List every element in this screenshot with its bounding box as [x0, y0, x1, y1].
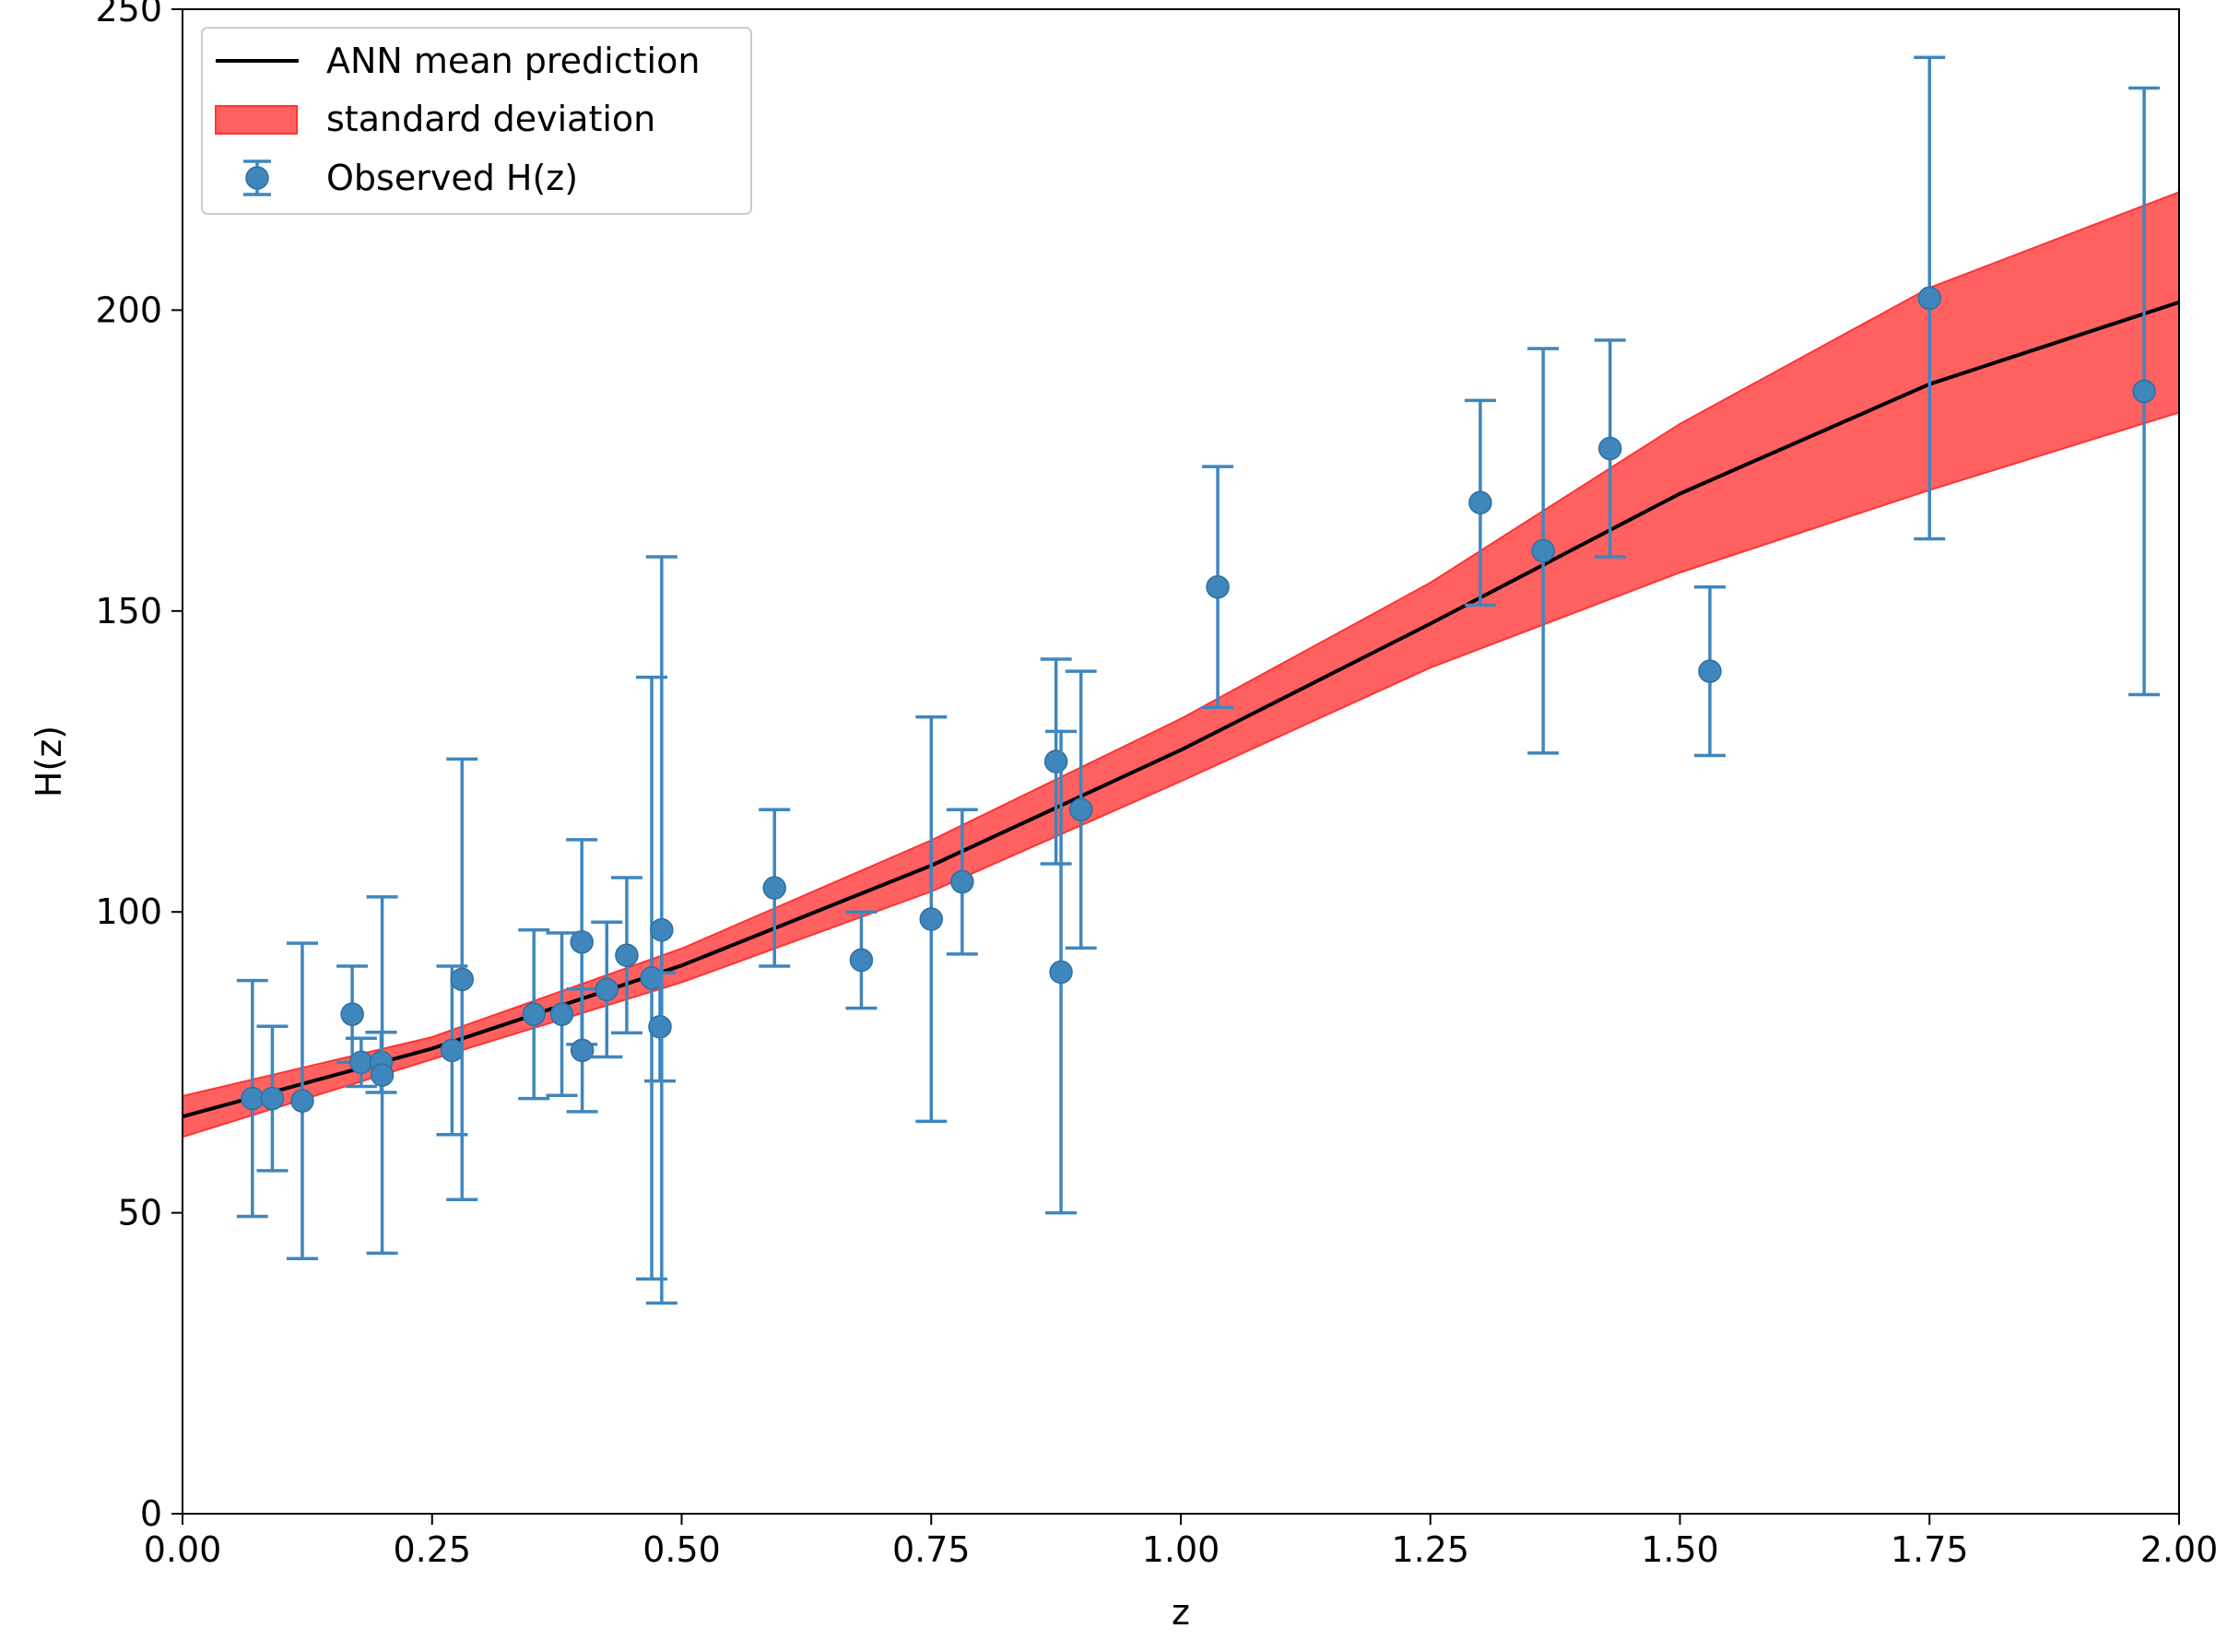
observation-point: [518, 928, 550, 1101]
x-tick-label: 0.25: [393, 1529, 471, 1570]
x-tick-label: 0.75: [892, 1529, 971, 1570]
observation-marker: [1068, 797, 1093, 821]
observation-marker: [440, 1038, 465, 1063]
observation-point: [236, 978, 268, 1219]
x-tick-label: 0.00: [144, 1529, 222, 1570]
observation-point: [1202, 465, 1234, 709]
legend-box: [201, 27, 752, 215]
observation-marker: [260, 1086, 285, 1111]
y-tick-label: 200: [95, 289, 162, 330]
observation-point: [1065, 669, 1097, 950]
x-tick-label: 1.00: [1142, 1529, 1220, 1570]
observation-marker: [1049, 960, 1073, 985]
observation-marker: [370, 1063, 395, 1087]
x-tick-label: 1.75: [1891, 1529, 1969, 1570]
observation-point: [1914, 55, 1946, 541]
observation-marker: [522, 1002, 546, 1026]
observation-point: [591, 920, 623, 1059]
observation-marker: [2132, 379, 2156, 404]
observation-point: [566, 987, 598, 1114]
observation-point: [366, 895, 398, 1256]
legend-mean-label: ANN mean prediction: [326, 41, 700, 81]
observation-point: [2128, 86, 2161, 697]
observation-marker: [650, 918, 674, 942]
observation-point: [1594, 338, 1626, 559]
x-tick-label: 2.00: [2140, 1529, 2219, 1570]
observation-point: [645, 555, 678, 1305]
observation-marker: [241, 1086, 265, 1111]
observation-marker: [290, 1089, 314, 1113]
y-tick-label: 50: [118, 1193, 162, 1233]
observation-marker: [1917, 286, 1941, 311]
legend-obs-label: Observed H(z): [326, 158, 578, 198]
x-axis-label: z: [1172, 1592, 1190, 1633]
observation-marker: [450, 967, 474, 992]
observation-point: [286, 941, 318, 1260]
observation-point: [946, 808, 978, 956]
observation-marker: [849, 948, 874, 973]
observation-marker: [1597, 436, 1622, 461]
observation-point: [915, 714, 948, 1124]
observation-marker: [919, 907, 943, 931]
mean-prediction-line: [182, 300, 2180, 1119]
y-axis-label: H(z): [29, 726, 69, 797]
observation-marker: [549, 1002, 574, 1026]
observation-point: [759, 808, 791, 968]
observation-marker: [1698, 659, 1722, 683]
observation-marker: [340, 1002, 364, 1026]
observation-marker: [648, 1015, 672, 1039]
legend-obs-marker: [245, 166, 269, 190]
observation-point: [256, 1024, 289, 1173]
observation-point: [546, 931, 578, 1098]
y-tick-label: 100: [95, 891, 162, 932]
observation-marker: [950, 869, 974, 894]
observation-point: [345, 1036, 377, 1089]
observation-marker: [762, 876, 786, 900]
observation-marker: [1206, 574, 1230, 599]
observation-marker: [595, 977, 619, 1002]
observation-marker: [570, 1038, 595, 1063]
x-tick-label: 1.50: [1641, 1529, 1719, 1570]
legend: ANN mean prediction standard deviation O…: [201, 27, 752, 215]
observation-point: [1464, 398, 1496, 608]
observation-point: [1693, 584, 1726, 758]
x-tick-label: 1.25: [1391, 1529, 1469, 1570]
x-axis-ticks: 0.00 0.25 0.50 0.75 1.00 1.25 1.50 1.75 2.00: [144, 1514, 2219, 1570]
legend-band-label: standard deviation: [326, 99, 655, 139]
observation-point: [643, 971, 676, 1083]
observation-marker: [349, 1050, 373, 1075]
observation-point: [845, 910, 878, 1010]
y-tick-label: 150: [95, 591, 162, 631]
observation-marker: [1468, 490, 1492, 515]
observations-layer: [236, 55, 2161, 1305]
y-tick-label: 0: [140, 1493, 162, 1534]
observation-point: [446, 757, 478, 1201]
x-tick-label: 0.50: [642, 1529, 721, 1570]
observation-point: [610, 876, 642, 1035]
observation-point: [1045, 729, 1078, 1215]
observation-marker: [1531, 538, 1555, 563]
observation-point: [1527, 347, 1560, 755]
mean-line-layer: [182, 300, 2180, 1119]
observation-marker: [1043, 749, 1068, 773]
legend-band-swatch: [215, 105, 298, 135]
y-axis-ticks: 0 50 100 150 200 250: [95, 0, 183, 1534]
observation-marker: [570, 930, 594, 954]
observation-marker: [615, 943, 639, 967]
y-tick-label: 250: [95, 0, 162, 30]
